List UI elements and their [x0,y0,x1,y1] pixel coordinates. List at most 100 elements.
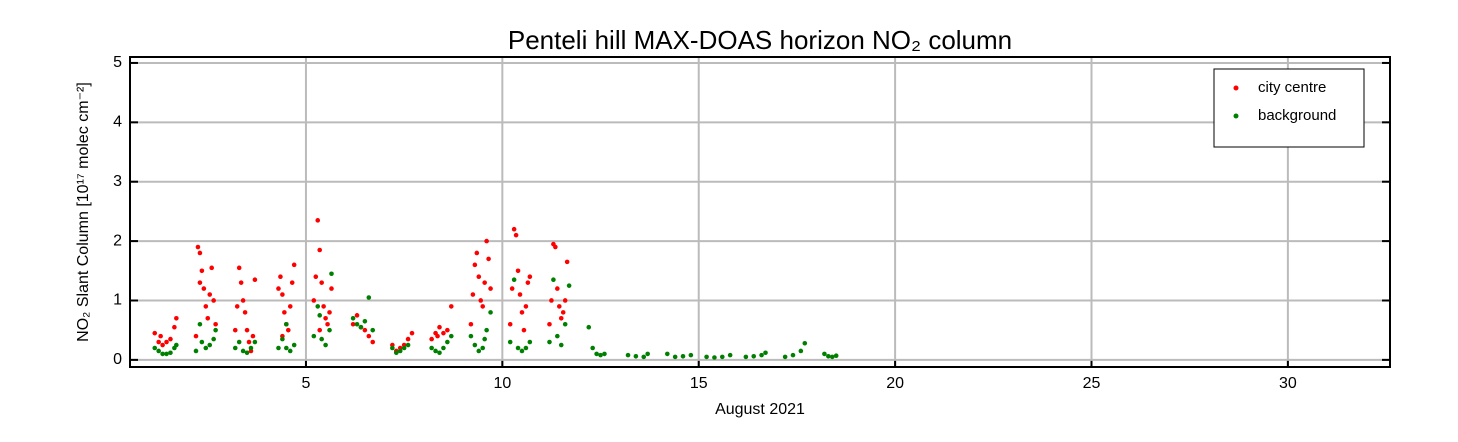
y-tick-label: 0 [113,351,122,368]
data-point [160,342,165,348]
data-point [727,352,733,358]
data-point [205,316,211,321]
data-point [448,333,454,339]
plot-frame [129,56,1391,368]
data-point [472,262,478,268]
data-point [602,351,607,357]
legend-marker [1233,113,1239,119]
data-point [201,286,207,291]
data-point [311,333,317,339]
data-point [319,280,324,285]
data-point [401,345,407,351]
data-point [802,340,808,346]
data-point [329,286,334,291]
data-point [248,345,254,351]
data-point [327,310,332,315]
data-point [240,298,246,303]
data-point [242,310,248,315]
data-point [826,354,831,359]
data-point [594,351,599,357]
data-point [193,348,199,354]
data-point [441,330,446,336]
data-point [246,339,252,345]
data-point [566,283,572,288]
data-point [555,333,560,339]
data-point [472,342,478,348]
data-point [519,348,525,354]
data-point [289,280,295,285]
data-point [319,336,324,342]
data-point [168,350,173,356]
data-point [470,292,476,297]
data-point [790,352,796,358]
x-tick-label: 5 [302,375,311,392]
data-point [350,321,356,327]
data-point [547,321,552,327]
data-point [315,218,321,223]
data-point [598,352,603,358]
x-tick-label: 30 [1279,375,1297,392]
data-point [558,316,564,321]
data-point [213,321,218,327]
data-point [285,327,291,333]
data-point [362,318,368,324]
data-point [321,304,326,309]
data-point [763,350,768,356]
data-point [515,345,521,351]
data-point [158,333,163,339]
data-point [174,316,179,321]
data-point [822,351,827,357]
data-point [327,327,332,333]
data-point [156,348,161,354]
data-point [317,247,323,253]
data-point [199,268,205,274]
data-point [397,348,403,354]
data-point [556,304,562,309]
data-point [203,304,209,309]
data-point [362,327,368,333]
x-tick-label: 25 [1083,375,1101,392]
data-point [633,354,639,359]
data-point [549,298,554,303]
data-point [482,280,487,285]
x-axis-label: August 2021 [715,401,805,418]
data-point [474,250,480,256]
data-point [759,352,764,358]
data-point [441,345,446,351]
data-point [213,327,218,333]
data-point [313,274,319,280]
data-point [287,304,293,309]
data-point [445,327,450,333]
data-point [519,310,525,315]
data-point [437,350,442,356]
data-point [354,321,360,327]
data-point [448,304,454,309]
data-point [282,310,287,315]
data-point [488,310,493,315]
data-point [688,352,694,358]
data-point [350,316,356,321]
data-point [743,354,749,360]
data-point [515,268,521,274]
data-point [366,333,372,339]
data-point [236,265,242,271]
data-point [564,259,570,265]
data-point [429,336,434,342]
legend-label: city centre [1258,79,1326,96]
data-point [680,354,686,359]
data-point [405,342,411,348]
legend-box [1213,68,1365,148]
y-tick-label: 3 [113,173,122,190]
data-point [280,336,285,342]
data-point [244,350,250,356]
data-point [160,351,165,357]
data-point [782,354,788,360]
data-point [590,345,595,351]
data-point [244,327,250,333]
data-point [672,354,678,360]
data-point [193,333,199,339]
data-point [409,330,415,336]
data-point [329,271,334,277]
data-point [238,280,244,285]
data-point [291,262,297,268]
